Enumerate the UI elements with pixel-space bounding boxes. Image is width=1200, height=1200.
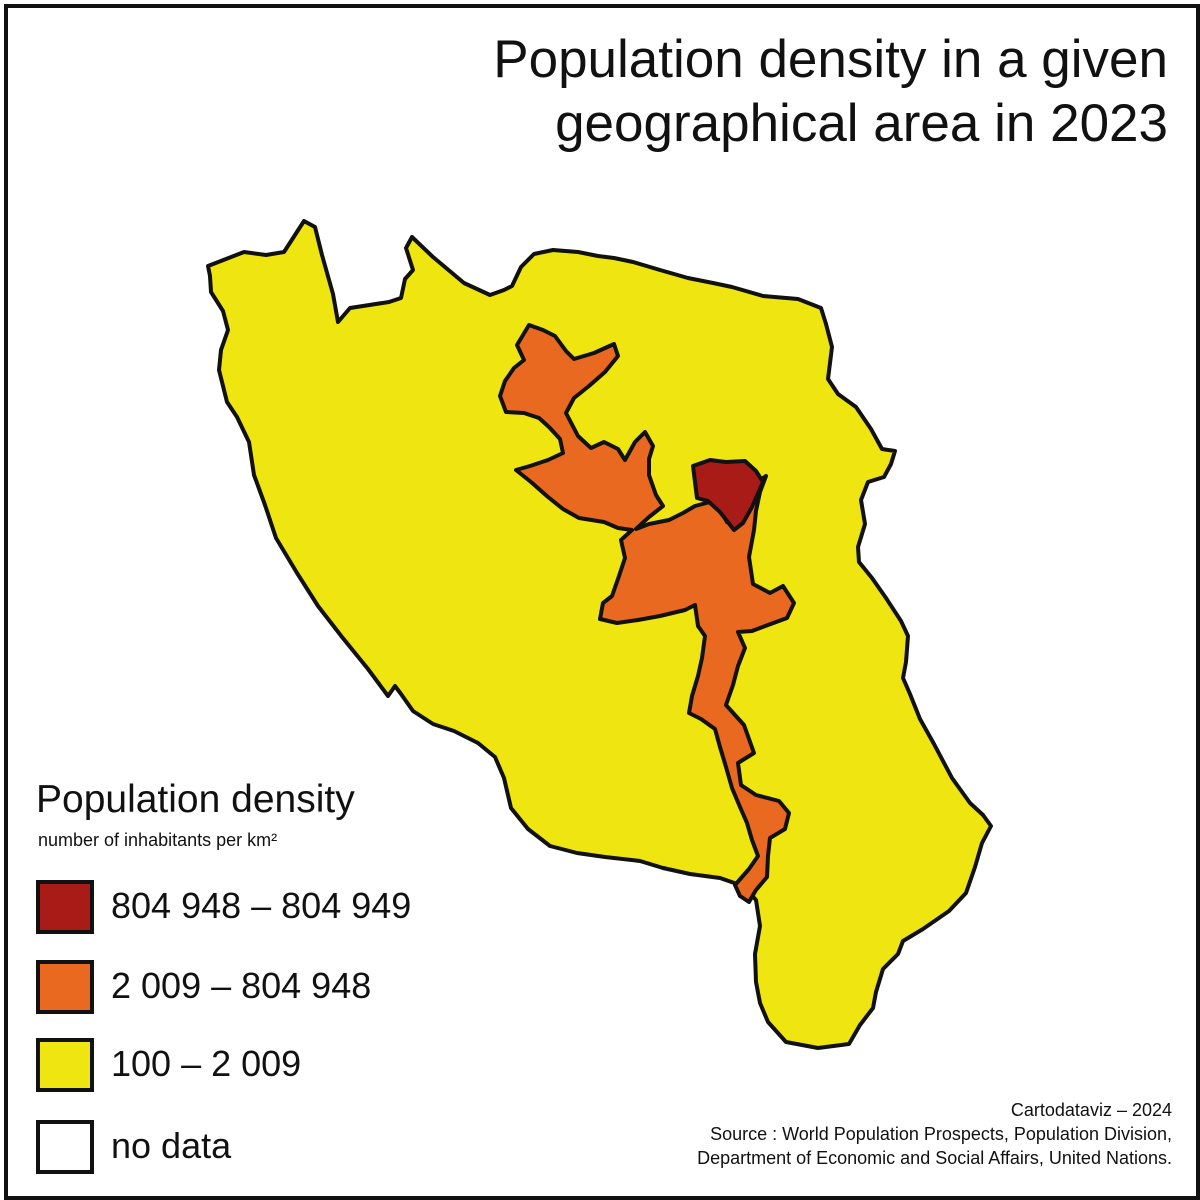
legend-label-high: 2 009 – 804 948 (111, 965, 372, 1006)
credit-text: Cartodataviz – 2024 (1010, 1100, 1172, 1120)
legend-item-low: 100 – 2 009 (36, 1038, 446, 1098)
map-title-line-2: geographical area in 2023 (555, 94, 1168, 153)
low-density-region (206, 219, 993, 1050)
legend-item-very-high: 804 948 – 804 949 (36, 880, 446, 940)
legend-label-no-data: no data (111, 1125, 232, 1166)
legend-subtitle: number of inhabitants per km² (38, 830, 278, 850)
map-frame: Population density in a given geographic… (4, 4, 1200, 1200)
legend-title: Population density (36, 778, 355, 821)
map-title: Population density in a given geographic… (408, 28, 1168, 156)
high-density-region (498, 323, 796, 904)
legend-swatch-no-data (36, 1120, 94, 1174)
very-high-density-region (691, 458, 765, 532)
legend-item-no-data: no data (36, 1120, 446, 1180)
legend-item-high: 2 009 – 804 948 (36, 960, 446, 1020)
legend-label-low: 100 – 2 009 (111, 1043, 302, 1084)
legend: Population density number of inhabitants… (36, 776, 466, 1196)
legend-swatch-very-high (36, 880, 94, 934)
source-line-2: Department of Economic and Social Affair… (697, 1148, 1172, 1168)
map-title-line-1: Population density in a given (493, 30, 1168, 89)
source-note: Cartodataviz – 2024 Source : World Popul… (562, 1098, 1172, 1170)
legend-label-very-high: 804 948 – 804 949 (111, 885, 412, 926)
legend-swatch-high (36, 960, 94, 1014)
choropleth-map (206, 219, 993, 1050)
legend-swatch-low (36, 1038, 94, 1092)
source-line-1: Source : World Population Prospects, Pop… (710, 1124, 1172, 1144)
